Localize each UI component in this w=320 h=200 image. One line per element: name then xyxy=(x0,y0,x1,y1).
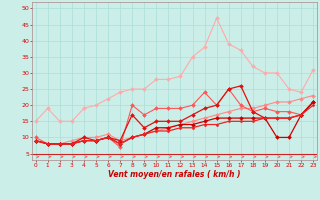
X-axis label: Vent moyen/en rafales ( km/h ): Vent moyen/en rafales ( km/h ) xyxy=(108,170,241,179)
